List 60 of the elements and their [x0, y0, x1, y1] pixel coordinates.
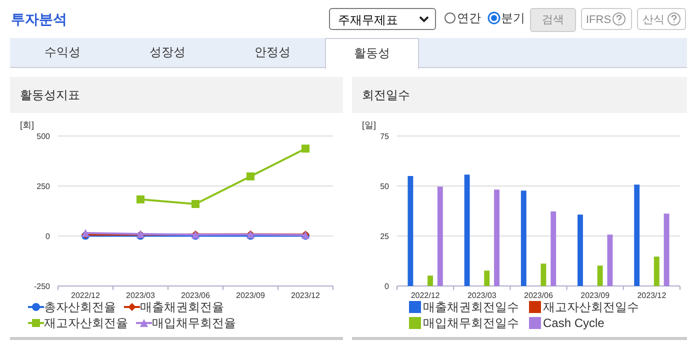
- chart-title: 활동성지표: [10, 77, 343, 113]
- y-axis-title: [회]: [20, 120, 34, 130]
- text: IFRS: [581, 8, 632, 30]
- x-tick-label: 2023/03: [467, 291, 497, 300]
- legend-label: 재고자산회전율: [44, 315, 128, 331]
- y-tick-label: 25: [380, 232, 390, 241]
- bar: [597, 266, 603, 286]
- text: 검색: [530, 8, 576, 32]
- y-tick-label: 75: [380, 132, 390, 141]
- y-tick-label: 250: [36, 182, 51, 191]
- text: 수익성: [44, 44, 82, 61]
- bar: [520, 190, 526, 286]
- bar: [464, 174, 470, 286]
- legend-label: 매입채무회전율: [152, 315, 236, 331]
- bar: [484, 270, 490, 286]
- x-tick-label: 2023/06: [181, 291, 211, 300]
- bar: [550, 211, 556, 286]
- x-tick-label: 2022/12: [71, 291, 101, 300]
- bar: [664, 214, 670, 286]
- point: [302, 144, 310, 153]
- x-tick-label: 2023/12: [291, 291, 321, 300]
- y-axis-title: [일]: [362, 120, 376, 130]
- text: 안정성: [254, 44, 292, 61]
- y-tick-label: 0: [46, 232, 51, 241]
- text: 산식: [637, 8, 686, 30]
- point: [246, 172, 254, 180]
- bar: [654, 256, 660, 286]
- chart-title: 회전일수: [352, 77, 687, 113]
- bar: [437, 186, 443, 286]
- point: [136, 195, 144, 204]
- bar: [607, 234, 613, 286]
- bar: [578, 214, 583, 286]
- text: 투자분석: [11, 11, 67, 29]
- x-tick-label: 2023/09: [580, 291, 610, 300]
- y-tick-label: 500: [36, 132, 51, 141]
- bar: [408, 176, 414, 286]
- legend-label: 총자산회전율: [44, 299, 116, 315]
- point: [192, 200, 200, 208]
- text: 연간: [457, 10, 481, 27]
- bar: [634, 184, 640, 286]
- bar: [428, 276, 433, 286]
- bar: [494, 190, 500, 286]
- y-tick-label: 0: [384, 282, 390, 291]
- y-tick-label: 50: [380, 182, 390, 191]
- x-tick-label: 2023/06: [524, 291, 554, 300]
- text: 성장성: [148, 44, 186, 61]
- x-tick-label: 2023/09: [236, 291, 266, 300]
- x-tick-label: 2023/12: [637, 291, 667, 300]
- legend-label: Cash Cycle: [543, 315, 604, 331]
- text: 분기: [501, 10, 525, 27]
- legend-label: 매입채무회전일수: [423, 315, 519, 331]
- legend-label: 매출채권회전율: [140, 299, 224, 315]
- bar: [540, 264, 546, 286]
- text: 주재무제표: [329, 8, 436, 30]
- legend-label: 매출채권회전일수: [423, 299, 519, 315]
- x-tick-label: 2022/12: [410, 291, 440, 300]
- x-tick-label: 2023/03: [126, 291, 156, 300]
- y-tick-label: -250: [34, 282, 51, 291]
- legend-label: 재고자산회전일수: [543, 299, 639, 315]
- text: 활동성: [325, 38, 419, 69]
